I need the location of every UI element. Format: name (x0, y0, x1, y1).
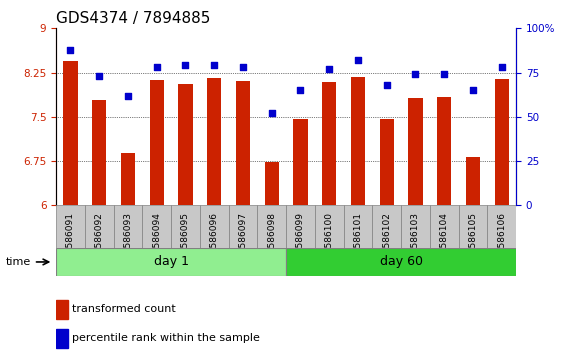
Bar (322, 82, 337, 205)
FancyBboxPatch shape (171, 205, 200, 248)
Point (210, 63, 219, 68)
Text: GSM586105: GSM586105 (468, 212, 477, 267)
Text: transformed count: transformed count (72, 304, 176, 314)
Point (123, 93, 132, 98)
Bar (466, 157, 480, 205)
FancyBboxPatch shape (373, 205, 401, 248)
Text: GSM586104: GSM586104 (440, 212, 449, 267)
Bar (63, 61, 77, 205)
Point (497, 64, 506, 70)
FancyBboxPatch shape (343, 205, 373, 248)
Bar (207, 79, 222, 205)
Point (411, 72, 420, 77)
Bar (293, 119, 307, 205)
Bar (351, 77, 365, 205)
FancyBboxPatch shape (401, 205, 430, 248)
FancyBboxPatch shape (286, 248, 516, 276)
Point (267, 110, 276, 116)
FancyBboxPatch shape (113, 205, 142, 248)
Point (66, 47, 75, 52)
Text: GSM586092: GSM586092 (95, 212, 104, 267)
Point (325, 66, 334, 72)
Point (353, 57, 362, 63)
Text: GSM586096: GSM586096 (210, 212, 219, 267)
FancyBboxPatch shape (229, 205, 257, 248)
Text: GSM586103: GSM586103 (411, 212, 420, 267)
Text: GSM586101: GSM586101 (353, 212, 362, 267)
FancyBboxPatch shape (85, 205, 113, 248)
FancyBboxPatch shape (142, 205, 171, 248)
Bar (495, 79, 509, 205)
FancyBboxPatch shape (488, 205, 516, 248)
FancyBboxPatch shape (430, 205, 458, 248)
Text: GSM586095: GSM586095 (181, 212, 190, 267)
Point (468, 87, 477, 93)
Point (95, 73, 104, 79)
Point (238, 64, 247, 70)
Bar (236, 81, 250, 205)
Bar (56, 300, 67, 319)
FancyBboxPatch shape (56, 248, 286, 276)
Text: GDS4374 / 7894885: GDS4374 / 7894885 (56, 11, 210, 26)
FancyBboxPatch shape (458, 205, 488, 248)
Text: GSM586100: GSM586100 (325, 212, 334, 267)
Bar (56, 329, 67, 348)
Bar (437, 97, 452, 205)
Text: day 1: day 1 (154, 256, 188, 268)
FancyBboxPatch shape (56, 205, 85, 248)
Text: GSM586097: GSM586097 (238, 212, 247, 267)
FancyBboxPatch shape (315, 205, 343, 248)
Text: GSM586093: GSM586093 (123, 212, 132, 267)
Bar (265, 162, 279, 205)
Point (440, 72, 449, 77)
Bar (92, 100, 107, 205)
Point (181, 63, 190, 68)
Point (152, 64, 161, 70)
FancyBboxPatch shape (200, 205, 229, 248)
Point (382, 82, 391, 88)
Bar (408, 98, 422, 205)
Text: GSM586094: GSM586094 (152, 212, 161, 267)
FancyBboxPatch shape (257, 205, 286, 248)
Text: percentile rank within the sample: percentile rank within the sample (72, 333, 260, 343)
Point (296, 87, 305, 93)
Text: GSM586106: GSM586106 (497, 212, 506, 267)
Bar (150, 80, 164, 205)
Text: time: time (6, 257, 31, 267)
Bar (380, 119, 394, 205)
Text: GSM586091: GSM586091 (66, 212, 75, 267)
Text: GSM586099: GSM586099 (296, 212, 305, 267)
Bar (178, 84, 192, 205)
FancyBboxPatch shape (286, 205, 315, 248)
Text: GSM586098: GSM586098 (267, 212, 276, 267)
Text: GSM586102: GSM586102 (382, 212, 391, 267)
Text: day 60: day 60 (380, 256, 422, 268)
Bar (121, 153, 135, 205)
